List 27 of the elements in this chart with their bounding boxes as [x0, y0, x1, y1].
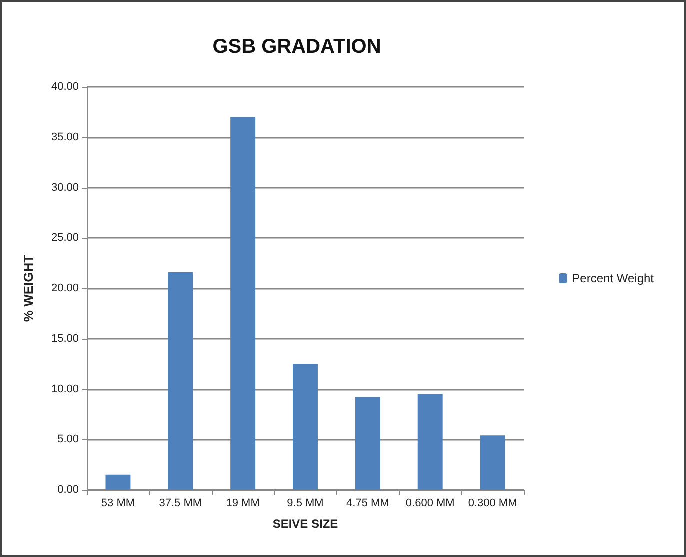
bar: [418, 394, 443, 490]
legend-label: Percent Weight: [572, 272, 655, 286]
y-axis-title: % WEIGHT: [21, 254, 36, 322]
bar: [355, 397, 380, 490]
y-tick-label: 35.00: [51, 131, 79, 144]
bar: [230, 117, 256, 490]
x-tick-label: 4.75 MM: [346, 498, 390, 510]
y-tick-label: 40.00: [51, 81, 79, 93]
y-tick-label: 25.00: [51, 232, 79, 244]
y-tick-label: 20.00: [51, 282, 79, 294]
x-tick-label: 0.600 MM: [406, 498, 455, 510]
y-tick-label: 30.00: [51, 182, 79, 194]
bar: [106, 474, 131, 490]
bar: [168, 272, 194, 490]
x-tick-label: 9.5 MM: [287, 498, 324, 510]
bar: [293, 364, 318, 490]
y-tick-label: 15.00: [51, 332, 79, 345]
y-tick-label: 10.00: [51, 383, 79, 396]
chart-title: GSB GRADATION: [212, 36, 382, 58]
x-tick-label: 37.5 MM: [159, 498, 202, 510]
x-axis-title: SEIVE SIZE: [272, 517, 338, 531]
x-tick-label: 19 MM: [226, 498, 260, 510]
y-tick-label: 5.00: [58, 434, 79, 446]
x-tick-label: 0.300 MM: [468, 498, 518, 510]
bar: [480, 436, 506, 490]
y-tick-label: 0.00: [58, 484, 79, 496]
x-tick-label: 53 MM: [101, 498, 136, 510]
